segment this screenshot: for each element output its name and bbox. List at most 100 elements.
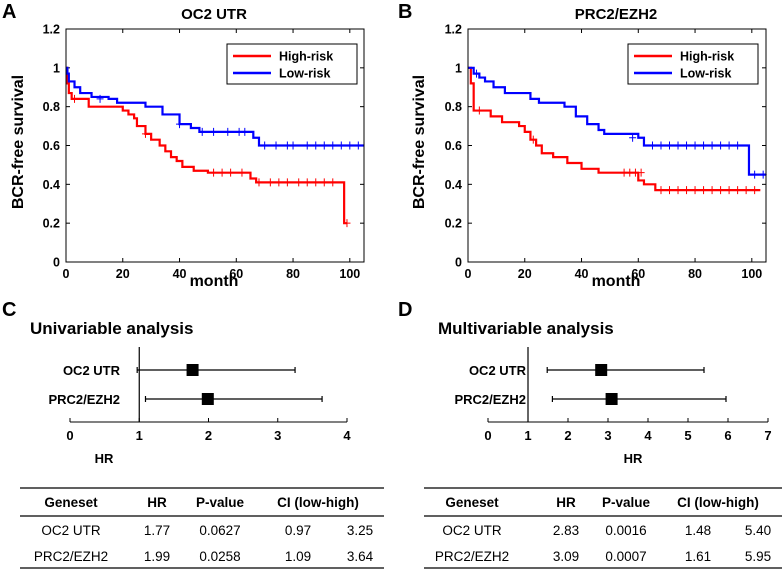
censor-mark xyxy=(224,127,232,136)
panel-letter-b: B xyxy=(398,1,412,23)
x-tick-label: 4 xyxy=(644,428,652,443)
forest-row-label: OC2 UTR xyxy=(469,363,527,378)
table-multivariable: Geneset HR P-value CI (low-high) OC2 UTR… xyxy=(424,487,782,569)
table-cell: 3.64 xyxy=(347,549,374,564)
censor-mark xyxy=(312,141,320,150)
censor-mark xyxy=(475,106,483,115)
censor-mark xyxy=(255,178,263,187)
table-header-hr: HR xyxy=(147,495,167,510)
y-tick-label: 0.4 xyxy=(43,178,60,192)
table-header-pvalue: P-value xyxy=(602,495,651,510)
censor-mark xyxy=(227,168,235,177)
x-tick-label: 40 xyxy=(575,267,589,281)
censor-mark xyxy=(759,170,767,179)
censor-mark xyxy=(751,170,759,179)
table-cell: OC2 UTR xyxy=(442,523,502,538)
x-tick-label: 0 xyxy=(66,428,73,443)
censor-mark xyxy=(717,141,725,150)
plot-frame xyxy=(467,28,767,263)
x-tick-label: 2 xyxy=(205,428,212,443)
x-tick-label: 0 xyxy=(63,267,70,281)
x-tick-label: 20 xyxy=(116,267,130,281)
censor-mark xyxy=(473,69,481,78)
forest-xlabel-multi: HR xyxy=(624,451,643,466)
y-tick-label: 0.2 xyxy=(445,217,462,231)
censor-mark xyxy=(272,141,280,150)
censor-mark xyxy=(648,141,656,150)
censor-mark xyxy=(683,186,691,195)
km-curve-low-risk xyxy=(66,66,364,147)
x-tick-label: 5 xyxy=(684,428,691,443)
censor-mark xyxy=(241,127,249,136)
x-tick-label: 4 xyxy=(343,428,351,443)
table-cell: 0.0258 xyxy=(199,549,240,564)
censor-mark xyxy=(210,168,218,177)
censor-mark xyxy=(637,168,645,177)
forest-row-label: PRC2/EZH2 xyxy=(454,392,526,407)
censor-mark xyxy=(700,141,708,150)
x-tick-label: 20 xyxy=(518,267,532,281)
censor-mark xyxy=(734,186,742,195)
y-tick-label: 1 xyxy=(53,61,60,75)
censor-mark xyxy=(295,178,303,187)
table-cell: 2.83 xyxy=(553,523,579,538)
y-tick-label: 0.2 xyxy=(43,217,60,231)
y-tick-label: 0.4 xyxy=(445,178,462,192)
x-tick-label: 1 xyxy=(524,428,531,443)
censor-mark xyxy=(289,141,297,150)
censor-mark xyxy=(529,135,537,144)
legend-label: Low-risk xyxy=(680,67,731,81)
table-header-hr: HR xyxy=(556,495,576,510)
censor-mark xyxy=(320,141,328,150)
table-cell: 1.99 xyxy=(144,549,170,564)
censor-mark xyxy=(261,141,269,150)
censor-mark xyxy=(329,178,337,187)
censor-mark xyxy=(320,178,328,187)
forest-row-label: OC2 UTR xyxy=(63,363,121,378)
censor-mark xyxy=(708,141,716,150)
hr-point xyxy=(595,364,608,376)
km-curve-low-risk xyxy=(468,66,766,176)
censor-mark xyxy=(674,141,682,150)
x-tick-label: 0 xyxy=(465,267,472,281)
censor-mark xyxy=(303,141,311,150)
x-tick-label: 6 xyxy=(724,428,731,443)
x-tick-label: 7 xyxy=(764,428,771,443)
panel-letter-a: A xyxy=(2,1,16,23)
y-tick-label: 1.2 xyxy=(445,23,462,37)
forest-plot-univariable: Univariable analysis HR 0 1 2 3 4 OC2 UTR PRC2… xyxy=(30,319,351,466)
x-tick-label: 60 xyxy=(631,267,645,281)
censor-mark xyxy=(674,186,682,195)
forest-title-uni: Univariable analysis xyxy=(30,319,193,338)
censor-mark xyxy=(218,168,226,177)
panel-letter-d: D xyxy=(398,299,412,321)
y-tick-label: 0 xyxy=(53,256,60,270)
y-tick-label: 1.2 xyxy=(43,23,60,37)
censor-mark xyxy=(657,186,665,195)
table-cell: 0.97 xyxy=(285,523,311,538)
km-title-oc2: OC2 UTR xyxy=(181,6,247,23)
y-tick-label: 0.6 xyxy=(43,139,60,153)
censor-mark xyxy=(346,141,354,150)
censor-mark xyxy=(734,141,742,150)
plot-frame xyxy=(65,28,365,263)
legend-label: Low-risk xyxy=(279,67,330,81)
censor-mark xyxy=(329,141,337,150)
censor-mark xyxy=(354,141,362,150)
censor-mark xyxy=(629,133,637,142)
censor-mark xyxy=(666,186,674,195)
km-chart-prc2: PRC2/EZH2 month BCR-free survival 0 20 40 6… xyxy=(411,6,767,290)
censor-mark xyxy=(343,219,351,228)
censor-mark xyxy=(96,94,104,103)
table-header-geneset: Geneset xyxy=(44,495,98,510)
censor-mark xyxy=(725,141,733,150)
forest-title-multi: Multivariable analysis xyxy=(438,319,614,338)
censor-mark xyxy=(666,141,674,150)
censor-mark xyxy=(198,127,206,136)
table-cell: OC2 UTR xyxy=(41,523,101,538)
x-tick-label: 40 xyxy=(173,267,187,281)
hr-point xyxy=(201,393,214,405)
table-header-ci: CI (low-high) xyxy=(677,495,759,510)
censor-mark xyxy=(176,120,184,129)
censor-mark xyxy=(141,129,149,138)
